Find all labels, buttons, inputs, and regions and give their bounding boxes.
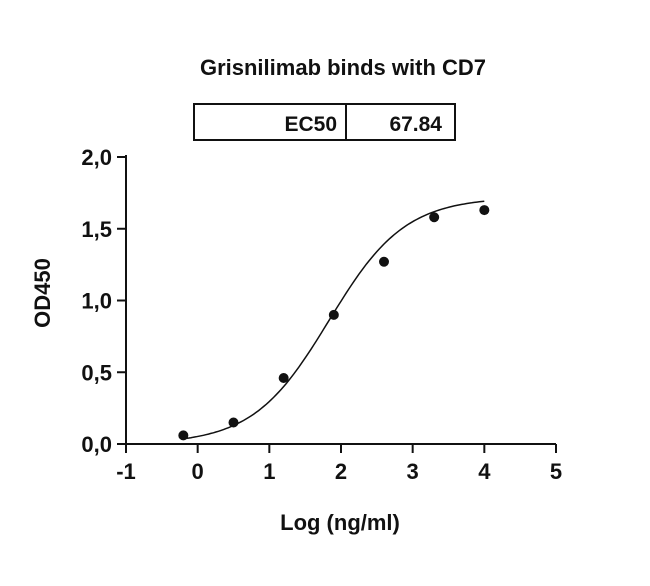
ec50-value: 67.84 [389,113,442,136]
data-point [479,205,490,216]
x-tick-label: -1 [116,459,136,484]
x-tick-label: 2 [335,459,347,484]
ec50-table-border [193,103,456,141]
x-tick-label: 0 [192,459,204,484]
x-tick-label: 5 [550,459,562,484]
chart-title: Grisnilimab binds with CD7 [200,55,486,80]
data-points [178,205,490,441]
data-point [429,212,440,223]
ec50-table: EC50 67.84 [193,103,456,141]
data-point [379,256,389,267]
y-tick-label: 1,5 [81,217,112,242]
y-tick-label: 2,0 [81,145,112,170]
y-tick-label: 0,5 [81,360,112,385]
data-point [328,309,339,320]
x-ticks: -1 0 1 2 3 4 5 [116,444,562,484]
x-tick-label: 4 [478,459,491,484]
data-point [178,430,189,441]
x-tick-label: 1 [263,459,275,484]
ec50-label: EC50 [284,113,337,136]
y-axis-label: OD450 [30,258,55,328]
y-tick-label: 1,0 [81,289,112,314]
data-point [278,372,289,383]
x-tick-label: 3 [407,459,419,484]
y-tick-label: 0,0 [81,432,112,457]
data-point [228,417,239,428]
fit-curve [183,200,485,440]
x-axis-label: Log (ng/ml) [280,510,400,535]
y-ticks: 0,0 0,5 1,0 1,5 2,0 [81,145,126,457]
